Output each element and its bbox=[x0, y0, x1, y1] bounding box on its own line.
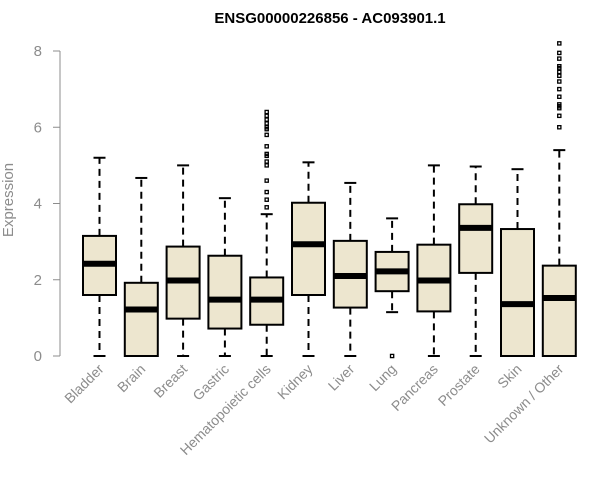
box-breast bbox=[165, 164, 201, 357]
box-gastric bbox=[207, 197, 243, 357]
y-axis: 0 2 4 6 8 bbox=[34, 43, 61, 365]
outlier-point bbox=[557, 86, 562, 92]
box-iqr bbox=[123, 281, 159, 357]
outlier-point bbox=[557, 125, 562, 130]
box-lung bbox=[374, 217, 410, 359]
x-tick-label: Brain bbox=[114, 361, 148, 395]
box-brain bbox=[123, 176, 159, 357]
outlier-point bbox=[264, 113, 269, 119]
box-hematopoietic-cells bbox=[249, 109, 285, 357]
box-iqr bbox=[207, 254, 243, 330]
outlier-point bbox=[557, 113, 562, 119]
box-iqr bbox=[291, 201, 326, 296]
x-tick-label: Prostate bbox=[435, 361, 483, 409]
box-unknown-other bbox=[541, 41, 577, 357]
box-skin bbox=[500, 168, 535, 357]
y-tick-label: 0 bbox=[34, 348, 42, 365]
outlier-point bbox=[264, 109, 269, 115]
outlier-point bbox=[557, 50, 562, 56]
box-iqr bbox=[541, 264, 577, 357]
boxes-group bbox=[82, 41, 577, 359]
outlier-point bbox=[557, 41, 562, 46]
outlier-point bbox=[557, 73, 562, 79]
box-iqr bbox=[458, 203, 494, 274]
outlier-point bbox=[264, 163, 269, 168]
outlier-point bbox=[389, 353, 395, 359]
outlier-point bbox=[264, 159, 269, 164]
outlier-point bbox=[264, 205, 269, 210]
outlier-point bbox=[557, 69, 562, 75]
outlier-point bbox=[557, 56, 562, 61]
outlier-point bbox=[264, 132, 269, 138]
outlier-point bbox=[264, 117, 269, 122]
outlier-point bbox=[264, 151, 269, 157]
outlier-point bbox=[264, 144, 269, 149]
x-tick-label: Liver bbox=[325, 361, 358, 394]
x-tick-label: Lung bbox=[366, 361, 399, 394]
y-axis-label: Expression bbox=[0, 163, 17, 237]
box-bladder bbox=[82, 156, 117, 357]
outlier-point bbox=[264, 178, 269, 183]
box-pancreas bbox=[416, 164, 452, 357]
outlier-point bbox=[264, 197, 269, 202]
x-tick-label: Kidney bbox=[274, 361, 316, 403]
x-tick-label: Unknown / Other bbox=[481, 361, 567, 447]
outlier-point bbox=[557, 64, 562, 69]
outlier-point bbox=[557, 94, 562, 100]
box-kidney bbox=[291, 161, 326, 357]
y-tick-label: 4 bbox=[34, 196, 42, 213]
x-tick-label: Bladder bbox=[61, 361, 107, 407]
outlier-point bbox=[557, 102, 562, 107]
y-tick-label: 8 bbox=[34, 43, 42, 60]
outlier-point bbox=[264, 189, 269, 195]
box-iqr bbox=[500, 228, 535, 357]
y-tick-label: 2 bbox=[34, 272, 42, 289]
box-prostate bbox=[458, 165, 494, 357]
y-tick-label: 6 bbox=[34, 119, 42, 136]
x-tick-label: Breast bbox=[150, 361, 190, 401]
outlier-point bbox=[264, 121, 269, 126]
box-liver bbox=[332, 181, 368, 357]
x-tick-label: Skin bbox=[494, 361, 525, 392]
chart-title: ENSG00000226856 - AC093901.1 bbox=[214, 10, 445, 27]
outlier-point bbox=[557, 79, 562, 84]
